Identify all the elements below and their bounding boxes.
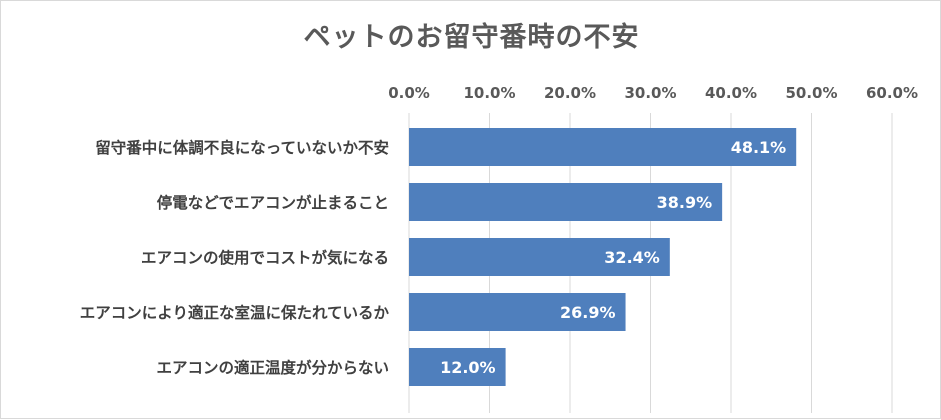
chart-title: ペットのお留守番時の不安 <box>303 22 640 53</box>
bar-0 <box>409 128 797 166</box>
bar-3 <box>409 293 626 331</box>
bar-4 <box>409 348 506 386</box>
category-label-1: 停電などでエアコンが止まること <box>157 193 389 212</box>
x-tick-label-2: 20.0% <box>544 84 596 102</box>
x-tick-label-6: 60.0% <box>866 84 918 102</box>
category-label-0: 留守番中に体調不良になっていないか不安 <box>95 138 389 157</box>
x-tick-label-0: 0.0% <box>388 84 430 102</box>
x-tick-label-5: 50.0% <box>785 84 837 102</box>
data-label-2: 32.4% <box>604 248 660 267</box>
category-label-2: エアコンの使用でコストが気になる <box>141 248 389 267</box>
category-label-3: エアコンにより適正な室温に保たれているか <box>80 303 390 322</box>
bar-1 <box>409 183 723 221</box>
data-label-4: 12.0% <box>440 358 496 377</box>
data-label-0: 48.1% <box>731 138 787 157</box>
data-label-1: 38.9% <box>657 193 713 212</box>
category-label-4: エアコンの適正温度が分からない <box>156 358 389 377</box>
data-label-3: 26.9% <box>560 303 616 322</box>
x-tick-label-4: 40.0% <box>705 84 757 102</box>
bar-2 <box>409 238 670 276</box>
x-tick-label-3: 30.0% <box>624 84 676 102</box>
x-tick-label-1: 10.0% <box>463 84 515 102</box>
